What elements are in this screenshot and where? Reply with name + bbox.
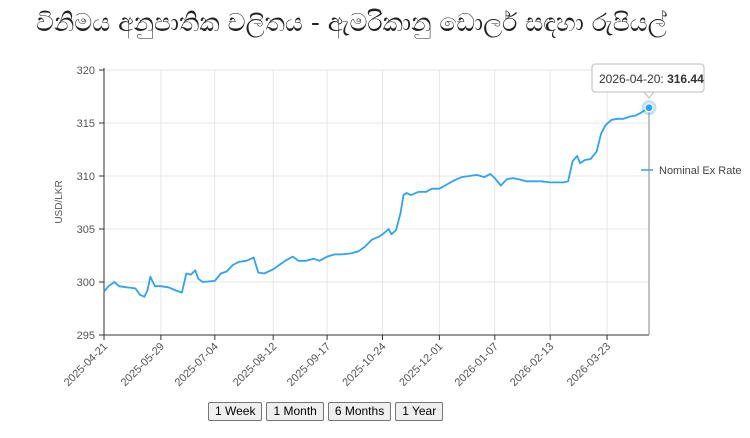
x-tick-label: 2025-08-12 <box>231 341 279 389</box>
x-tick-label: 2025-05-29 <box>119 341 167 389</box>
x-tick-label: 2025-09-17 <box>285 341 333 389</box>
x-gridlines <box>103 70 608 335</box>
x-tick-label: 2026-02-13 <box>508 341 556 389</box>
y-axis-ticks: 295 300 305 310 315 320 <box>77 65 104 342</box>
range-1-week-button[interactable]: 1 Week <box>208 402 263 421</box>
y-tick-label: 315 <box>77 118 95 130</box>
tooltip: 2026-04-20: 316.44 <box>591 63 705 99</box>
y-gridlines <box>104 69 649 336</box>
x-axis-ticks: 2025-04-21 2025-05-29 2025-07-04 2025-08-12… <box>62 335 613 389</box>
y-tick-label: 310 <box>77 171 95 183</box>
x-tick-label: 2025-12-01 <box>397 341 445 389</box>
svg-text:2026-04-20: 316.44: 2026-04-20: 316.44 <box>599 72 704 86</box>
legend: Nominal Ex Rate <box>641 165 742 177</box>
tooltip-date: 2026-04-20 <box>599 72 661 86</box>
x-tick-label: 2025-07-04 <box>173 341 221 389</box>
tooltip-value: 316.44 <box>667 72 704 86</box>
x-tick-label: 2026-03-23 <box>565 341 613 389</box>
x-tick-label: 2025-04-21 <box>62 341 110 389</box>
range-selector: 1 Week 1 Month 6 Months 1 Year <box>208 402 444 421</box>
x-tick-label: 2026-01-07 <box>453 341 501 389</box>
y-tick-label: 305 <box>77 224 95 236</box>
legend-label: Nominal Ex Rate <box>659 165 742 177</box>
range-6-months-button[interactable]: 6 Months <box>327 402 392 421</box>
y-tick-label: 300 <box>77 277 95 289</box>
axes <box>103 68 649 336</box>
series-line-nominal-ex-rate <box>103 106 650 298</box>
x-tick-label: 2025-10-24 <box>340 341 388 389</box>
y-tick-label: 295 <box>77 330 95 342</box>
y-axis-label: USD/LKR <box>54 180 65 223</box>
hover-point <box>644 103 654 113</box>
page-title: විනිමය අනුපාතික චලිතය - ඇමරිකානු ඩොලර් ස… <box>36 8 667 37</box>
y-tick-label: 320 <box>77 65 95 77</box>
range-1-month-button[interactable]: 1 Month <box>266 402 324 421</box>
tooltip-pointer <box>642 91 656 99</box>
hover-marker <box>641 100 657 335</box>
range-1-year-button[interactable]: 1 Year <box>395 402 444 421</box>
